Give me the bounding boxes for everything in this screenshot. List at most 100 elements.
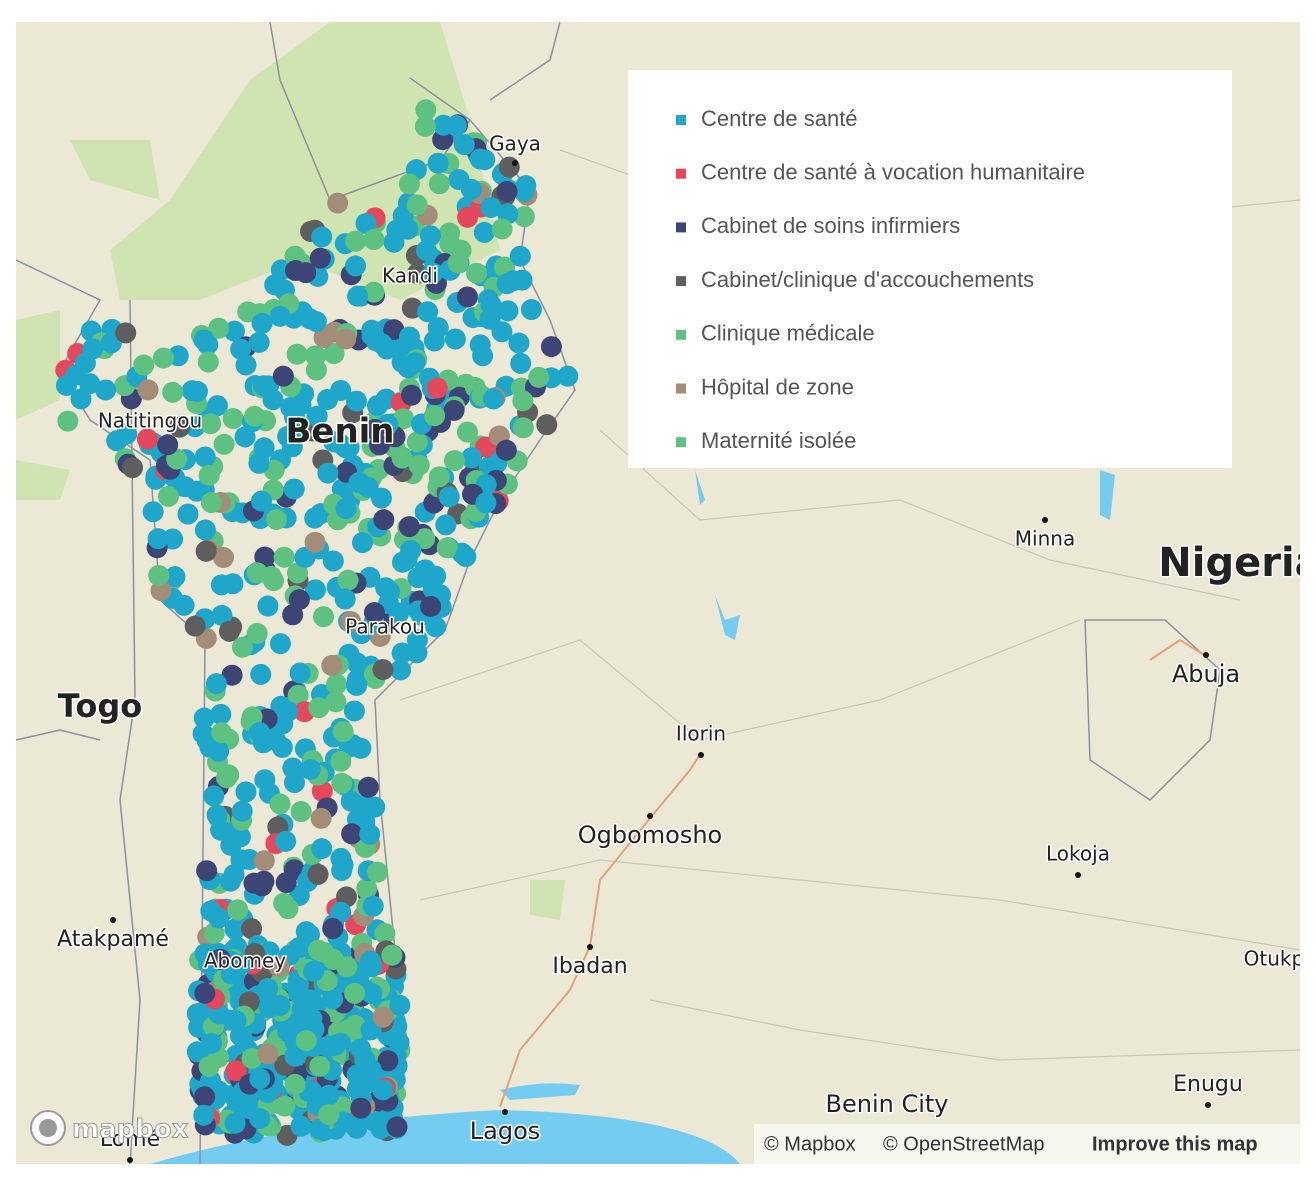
facility-marker[interactable]: [498, 156, 520, 178]
facility-marker[interactable]: [374, 922, 396, 944]
facility-marker[interactable]: [211, 604, 233, 626]
facility-marker[interactable]: [208, 907, 230, 929]
facility-marker[interactable]: [540, 336, 562, 358]
facility-marker[interactable]: [285, 260, 307, 282]
facility-marker[interactable]: [351, 532, 373, 554]
facility-marker[interactable]: [436, 537, 458, 559]
facility-marker[interactable]: [254, 546, 276, 568]
facility-marker[interactable]: [253, 375, 275, 397]
facility-marker[interactable]: [246, 562, 268, 584]
facility-marker[interactable]: [389, 994, 411, 1016]
facility-marker[interactable]: [210, 819, 232, 841]
facility-marker[interactable]: [253, 870, 275, 892]
facility-marker[interactable]: [366, 395, 388, 417]
facility-marker[interactable]: [250, 663, 272, 685]
facility-marker[interactable]: [294, 546, 316, 568]
facility-marker[interactable]: [116, 423, 138, 445]
facility-marker[interactable]: [323, 431, 345, 453]
facility-marker[interactable]: [331, 860, 353, 882]
facility-marker[interactable]: [280, 396, 302, 418]
facility-marker[interactable]: [263, 570, 285, 592]
facility-marker[interactable]: [229, 826, 251, 848]
facility-marker[interactable]: [225, 1010, 247, 1032]
facility-marker[interactable]: [359, 950, 381, 972]
facility-marker[interactable]: [326, 673, 348, 695]
facility-marker[interactable]: [336, 956, 358, 978]
facility-marker[interactable]: [194, 519, 216, 541]
facility-marker[interactable]: [509, 245, 531, 267]
facility-marker[interactable]: [241, 1047, 263, 1069]
facility-marker[interactable]: [318, 1104, 340, 1126]
facility-marker[interactable]: [198, 464, 220, 486]
facility-marker[interactable]: [284, 1073, 306, 1095]
facility-marker[interactable]: [200, 492, 222, 514]
facility-marker[interactable]: [249, 721, 271, 743]
facility-marker[interactable]: [512, 390, 534, 412]
facility-marker[interactable]: [461, 447, 483, 469]
facility-marker[interactable]: [347, 285, 369, 307]
facility-marker[interactable]: [266, 508, 288, 530]
facility-marker[interactable]: [362, 895, 384, 917]
facility-marker[interactable]: [331, 772, 353, 794]
facility-marker[interactable]: [186, 1041, 208, 1063]
facility-marker[interactable]: [386, 1116, 408, 1138]
facility-marker[interactable]: [227, 899, 249, 921]
facility-marker[interactable]: [510, 352, 532, 374]
facility-marker[interactable]: [377, 1050, 399, 1072]
facility-marker[interactable]: [364, 418, 386, 440]
facility-marker[interactable]: [345, 230, 367, 252]
facility-marker[interactable]: [417, 301, 439, 323]
facility-marker[interactable]: [200, 413, 222, 435]
facility-marker[interactable]: [480, 294, 502, 316]
facility-marker[interactable]: [456, 286, 478, 308]
facility-marker[interactable]: [427, 152, 449, 174]
facility-marker[interactable]: [205, 673, 227, 695]
facility-marker[interactable]: [391, 551, 413, 573]
facility-marker[interactable]: [420, 595, 442, 617]
facility-marker[interactable]: [438, 486, 460, 508]
facility-marker[interactable]: [480, 196, 502, 218]
facility-marker[interactable]: [249, 1108, 271, 1130]
facility-marker[interactable]: [213, 433, 235, 455]
facility-marker[interactable]: [425, 616, 447, 638]
facility-marker[interactable]: [383, 231, 405, 253]
facility-marker[interactable]: [287, 684, 309, 706]
facility-marker[interactable]: [289, 662, 311, 684]
facility-marker[interactable]: [528, 366, 550, 388]
facility-marker[interactable]: [194, 446, 216, 468]
facility-marker[interactable]: [147, 528, 169, 550]
facility-marker[interactable]: [299, 758, 321, 780]
facility-marker[interactable]: [188, 1016, 210, 1038]
facility-marker[interactable]: [277, 898, 299, 920]
facility-marker[interactable]: [306, 405, 328, 427]
facility-marker[interactable]: [173, 594, 195, 616]
facility-marker[interactable]: [275, 830, 297, 852]
facility-marker[interactable]: [313, 606, 335, 628]
facility-marker[interactable]: [186, 380, 208, 402]
facility-marker[interactable]: [344, 982, 366, 1004]
facility-marker[interactable]: [148, 564, 170, 586]
facility-marker[interactable]: [222, 573, 244, 595]
facility-marker[interactable]: [414, 528, 436, 550]
facility-marker[interactable]: [443, 399, 465, 421]
attribution-link[interactable]: © Mapbox: [764, 1133, 855, 1155]
facility-marker[interactable]: [274, 1095, 296, 1117]
facility-marker[interactable]: [491, 218, 513, 240]
facility-marker[interactable]: [79, 373, 101, 395]
facility-marker[interactable]: [325, 691, 347, 713]
facility-marker[interactable]: [286, 562, 308, 584]
facility-marker[interactable]: [414, 115, 436, 137]
facility-marker[interactable]: [225, 1060, 247, 1082]
facility-marker[interactable]: [208, 317, 230, 339]
facility-marker[interactable]: [427, 317, 449, 339]
facility-marker[interactable]: [372, 1006, 394, 1028]
facility-marker[interactable]: [304, 579, 326, 601]
facility-marker[interactable]: [317, 462, 339, 484]
facility-marker[interactable]: [340, 611, 362, 633]
facility-marker[interactable]: [357, 776, 379, 798]
facility-marker[interactable]: [133, 354, 155, 376]
facility-marker[interactable]: [269, 793, 291, 815]
facility-marker[interactable]: [221, 664, 243, 686]
facility-marker[interactable]: [420, 225, 442, 247]
facility-marker[interactable]: [520, 299, 542, 321]
